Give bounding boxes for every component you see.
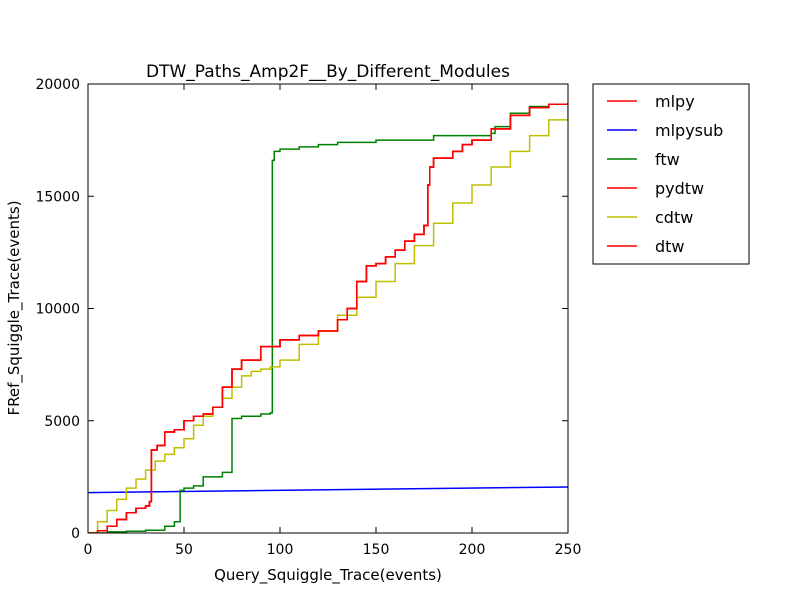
y-tick-label: 5000 bbox=[44, 414, 80, 430]
series-group bbox=[88, 101, 568, 533]
y-axis-label: FRef_Squiggle_Trace(events) bbox=[5, 200, 24, 415]
legend-label-ftw: ftw bbox=[655, 150, 680, 169]
legend-label-dtw: dtw bbox=[655, 237, 685, 256]
legend: mlpy mlpysub ftw pydtw cdtw dtw bbox=[592, 83, 750, 265]
y-tick-label: 15000 bbox=[35, 189, 80, 205]
legend-label-mlpysub: mlpysub bbox=[655, 121, 723, 140]
series-line-dtw bbox=[88, 103, 568, 533]
y-tick-label: 10000 bbox=[35, 302, 80, 318]
y-tick-label: 0 bbox=[71, 526, 80, 542]
x-tick-label: 100 bbox=[267, 542, 294, 558]
legend-label-mlpy: mlpy bbox=[655, 92, 695, 111]
x-tick-label: 250 bbox=[555, 542, 582, 558]
legend-label-cdtw: cdtw bbox=[655, 208, 693, 227]
series-line-mlpysub bbox=[88, 486, 568, 494]
legend-box bbox=[592, 83, 750, 265]
chart-title: DTW_Paths_Amp2F__By_Different_Modules bbox=[146, 62, 510, 82]
x-tick-label: 50 bbox=[175, 542, 193, 558]
y-tick-label: 20000 bbox=[35, 77, 80, 93]
x-tick-label: 150 bbox=[363, 542, 390, 558]
x-tick-label: 0 bbox=[84, 542, 93, 558]
plot-area: 0 50 100 150 200 250 0 5000 10000 15000 20000 bbox=[35, 77, 581, 558]
legend-label-pydtw: pydtw bbox=[655, 179, 704, 198]
x-tick-label: 200 bbox=[459, 542, 486, 558]
series-line-cdtw bbox=[88, 101, 568, 533]
series-line-ftw bbox=[88, 103, 568, 533]
x-axis-label: Query_Squiggle_Trace(events) bbox=[214, 566, 442, 585]
